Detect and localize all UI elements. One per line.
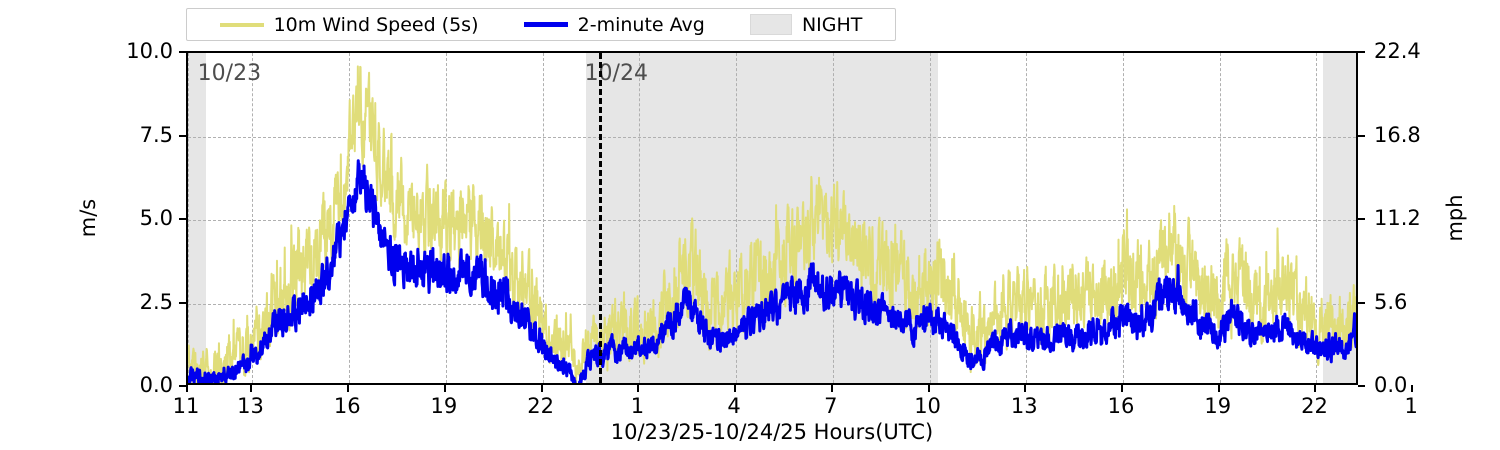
midnight-divider-line (599, 53, 603, 383)
y-tick-label: 5.0 (139, 206, 173, 230)
vertical-gridline (929, 53, 931, 383)
y-tick-mark (179, 218, 186, 220)
y-tick-label: 10.0 (126, 39, 173, 63)
vertical-gridline (1219, 53, 1221, 383)
x-tick-label: 16 (1107, 394, 1135, 418)
x-tick-mark (443, 385, 446, 392)
secondary-y-tick-mark (1358, 51, 1365, 53)
night-band (188, 53, 206, 383)
x-tick-mark (250, 385, 253, 392)
y-tick-label: 7.5 (139, 122, 173, 147)
legend-item[interactable]: 2-minute Avg (523, 13, 705, 36)
y-tick-label: 2.5 (139, 289, 173, 314)
y-tick-label: 0.0 (139, 373, 173, 397)
vertical-gridline (1123, 53, 1125, 383)
y-tick-mark (179, 51, 186, 53)
vertical-gridline (639, 53, 641, 383)
x-tick-mark (540, 385, 543, 392)
x-tick-mark (1411, 385, 1414, 392)
x-tick-label: 1 (1404, 394, 1418, 418)
day-label: 10/24 (584, 61, 648, 86)
secondary-y-tick-label: 5.6 (1374, 289, 1408, 314)
legend-item[interactable]: NIGHT (749, 13, 863, 36)
legend-night-swatch (749, 14, 792, 35)
horizontal-gridline (188, 220, 1356, 221)
secondary-y-tick-label: 16.8 (1374, 122, 1421, 147)
x-tick-mark (1314, 385, 1317, 392)
vertical-gridline (542, 53, 544, 383)
day-label: 10/23 (197, 61, 262, 86)
secondary-y-tick-label: 22.4 (1374, 39, 1421, 63)
legend-line-swatch (219, 22, 264, 27)
legend-item[interactable]: 10m Wind Speed (5s) (219, 13, 479, 36)
y-tick-mark (179, 385, 186, 387)
x-tick-label: 19 (1204, 394, 1232, 418)
x-tick-label: 7 (824, 394, 838, 418)
x-axis-title: 10/23/25-10/24/25 Hours(UTC) (610, 420, 934, 444)
x-tick-mark (1217, 385, 1220, 392)
x-tick-label: 22 (1301, 394, 1328, 418)
secondary-y-axis-title: mph (1443, 194, 1467, 242)
y-axis-title: m/s (76, 198, 100, 238)
x-tick-label: 4 (727, 394, 741, 418)
x-tick-mark (186, 385, 188, 392)
x-tick-label: 13 (237, 394, 264, 418)
x-tick-label: 16 (333, 394, 361, 418)
x-tick-label: 11 (172, 394, 200, 418)
x-tick-mark (830, 385, 833, 392)
secondary-y-tick-label: 0.0 (1374, 373, 1408, 397)
vertical-gridline (1026, 53, 1028, 383)
x-tick-mark (347, 385, 350, 392)
x-tick-mark (927, 385, 930, 392)
plot-area: 10/23 10/24 (186, 51, 1358, 385)
x-tick-label: 13 (1010, 394, 1038, 418)
vertical-gridline (252, 53, 254, 383)
vertical-gridline (736, 53, 738, 383)
x-tick-label: 22 (527, 394, 555, 418)
legend-line-swatch (523, 22, 568, 27)
series-canvas (188, 65, 1356, 383)
y-tick-mark (179, 301, 186, 304)
x-tick-mark (734, 385, 737, 392)
secondary-y-tick-mark (1358, 218, 1365, 220)
y-tick-mark (179, 134, 186, 137)
vertical-gridline (1316, 53, 1318, 383)
x-tick-mark (1024, 385, 1027, 392)
x-tick-mark (637, 385, 640, 392)
legend-item-label: NIGHT (801, 13, 863, 36)
vertical-gridline (349, 53, 351, 383)
x-tick-mark (1121, 385, 1124, 392)
x-tick-label: 1 (630, 394, 645, 418)
series-line (188, 159, 1356, 383)
x-tick-label: 10 (914, 394, 941, 418)
x-tick-label: 19 (430, 394, 458, 418)
secondary-y-tick-mark (1358, 301, 1365, 304)
series-line (188, 65, 1356, 383)
secondary-y-tick-mark (1358, 134, 1365, 137)
vertical-gridline (188, 53, 189, 383)
secondary-y-tick-label: 11.2 (1374, 206, 1421, 230)
legend-item-label: 10m Wind Speed (5s) (273, 13, 479, 36)
legend-item-label: 2-minute Avg (577, 13, 705, 36)
secondary-y-tick-mark (1358, 385, 1365, 387)
horizontal-gridline (188, 136, 1356, 138)
chart-legend: 10m Wind Speed (5s) 2-minute Avg NIGHT (186, 8, 896, 41)
